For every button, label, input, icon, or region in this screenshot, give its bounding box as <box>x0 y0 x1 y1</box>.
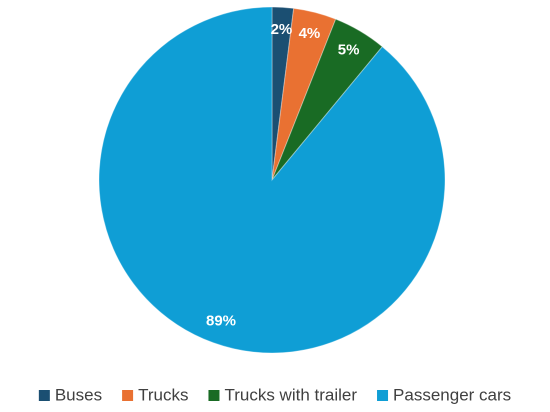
value-label: 4% <box>299 25 321 42</box>
value-label: 5% <box>338 41 360 58</box>
legend-swatch <box>38 390 50 401</box>
pie-slice <box>271 7 337 181</box>
legend-swatch <box>208 390 220 401</box>
legend-text: Trucks <box>138 385 188 404</box>
value-label: 89% <box>206 313 236 330</box>
pie-slice <box>271 18 383 181</box>
legend-text: Buses <box>55 385 102 404</box>
legend-text: Trucks with trailer <box>224 385 357 404</box>
legend-swatch <box>122 390 134 401</box>
pie-slice <box>271 6 295 181</box>
legend-text: Passenger cars <box>393 385 511 404</box>
value-label: 2% <box>271 21 293 38</box>
legend-swatch <box>377 390 389 401</box>
legend: Buses Trucks Trucks with trailer Passenger … <box>38 385 511 404</box>
pie-slice <box>98 6 446 354</box>
